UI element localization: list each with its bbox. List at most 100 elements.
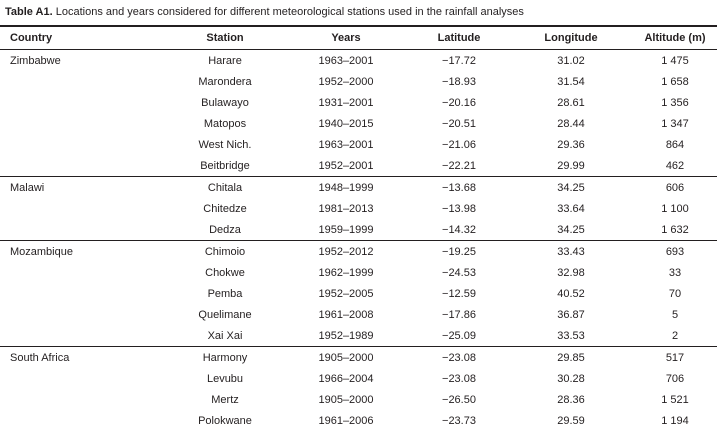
- table-row: South Africa Harmony 1905–2000 −23.08 29.85 5…: [0, 346, 717, 368]
- table-row: Malawi Chitala 1948–1999 −13.68 34.25 606: [0, 176, 717, 198]
- altitude-cell: 706: [665, 372, 685, 385]
- altitude-cell: 70: [668, 287, 682, 300]
- table-row: Mozambique Chimoio 1952–2012 −19.25 33.43 693: [0, 240, 717, 262]
- table-row: Polokwane 1961–2006 −23.73 29.59 1 194: [0, 410, 717, 430]
- table-body: Zimbabwe Harare 1963–2001 −17.72 31.02 1 475 M…: [0, 49, 717, 430]
- table-row: Zimbabwe Harare 1963–2001 −17.72 31.02 1 475: [0, 49, 717, 71]
- latitude-cell: −22.21: [442, 159, 476, 172]
- altitude-cell: 2: [671, 329, 679, 342]
- table-title-text: Locations and years considered for diffe…: [52, 6, 524, 18]
- years-cell: 1963–2001: [283, 49, 409, 71]
- altitude-cell: 1 475: [633, 49, 717, 71]
- table-row: Pemba 1952–2005 −12.59 40.52 70: [0, 283, 717, 304]
- country-cell: [0, 113, 167, 134]
- stations-table: Country Station Years Latitude Longitude…: [0, 25, 717, 430]
- altitude-cell: 33: [668, 266, 682, 279]
- altitude-cell: 1 521: [661, 393, 689, 406]
- table-row: Levubu 1966–2004 −23.08 30.28 706: [0, 368, 717, 389]
- table-row: Quelimane 1961–2008 −17.86 36.87 5: [0, 304, 717, 325]
- longitude-cell: 31.02: [509, 49, 633, 71]
- station-cell: Chimoio: [167, 240, 283, 262]
- altitude-cell: 1 194: [661, 414, 689, 427]
- longitude-cell: 33.64: [557, 202, 585, 215]
- table-row: Chokwe 1962–1999 −24.53 32.98 33: [0, 262, 717, 283]
- longitude-cell: 28.61: [557, 96, 585, 109]
- latitude-cell: −19.25: [409, 240, 509, 262]
- station-cell: Dedza: [209, 223, 241, 236]
- altitude-cell: 1 100: [661, 202, 689, 215]
- country-cell: South Africa: [0, 346, 167, 368]
- station-cell: Pemba: [207, 287, 243, 300]
- years-cell: 1961–2006: [318, 414, 374, 427]
- table-row: Dedza 1959–1999 −14.32 34.25 1 632: [0, 219, 717, 241]
- latitude-cell: −17.86: [442, 308, 476, 321]
- table-row: Mertz 1905–2000 −26.50 28.36 1 521: [0, 389, 717, 410]
- country-cell: [0, 283, 167, 304]
- years-cell: 1948–1999: [283, 176, 409, 198]
- longitude-cell: 30.28: [557, 372, 585, 385]
- longitude-cell: 32.98: [557, 266, 585, 279]
- latitude-cell: −23.08: [409, 346, 509, 368]
- country-cell: [0, 219, 167, 241]
- latitude-cell: −20.51: [442, 117, 476, 130]
- altitude-cell: 1 632: [661, 223, 689, 236]
- table-row: West Nich. 1963–2001 −21.06 29.36 864: [0, 134, 717, 155]
- latitude-cell: −18.93: [442, 75, 476, 88]
- years-cell: 1981–2013: [318, 202, 374, 215]
- station-cell: West Nich.: [198, 138, 252, 151]
- altitude-cell: 864: [665, 138, 685, 151]
- table-row: Beitbridge 1952–2001 −22.21 29.99 462: [0, 155, 717, 177]
- country-cell: [0, 134, 167, 155]
- longitude-cell: 28.36: [557, 393, 585, 406]
- station-cell: Marondera: [198, 75, 252, 88]
- station-cell: Xai Xai: [207, 329, 243, 342]
- table-header-row: Country Station Years Latitude Longitude…: [0, 26, 717, 50]
- altitude-cell: 5: [671, 308, 679, 321]
- table-title-label: Table A1.: [5, 6, 53, 18]
- years-cell: 1961–2008: [318, 308, 374, 321]
- station-cell: Matopos: [203, 117, 247, 130]
- station-cell: Chitedze: [203, 202, 247, 215]
- latitude-cell: −20.16: [442, 96, 476, 109]
- country-cell: Malawi: [0, 176, 167, 198]
- table-title: Table A1. Locations and years considered…: [0, 0, 717, 25]
- country-cell: Mozambique: [0, 240, 167, 262]
- country-cell: [0, 92, 167, 113]
- latitude-cell: −14.32: [442, 223, 476, 236]
- latitude-cell: −26.50: [442, 393, 476, 406]
- station-cell: Harare: [167, 49, 283, 71]
- altitude-cell: 462: [665, 159, 685, 172]
- longitude-cell: 33.43: [509, 240, 633, 262]
- country-cell: [0, 262, 167, 283]
- years-cell: 1931–2001: [318, 96, 374, 109]
- latitude-cell: −25.09: [442, 329, 476, 342]
- column-header-altitude: Altitude (m): [633, 26, 717, 50]
- country-cell: [0, 71, 167, 92]
- column-header-latitude: Latitude: [409, 26, 509, 50]
- altitude-cell: 606: [633, 176, 717, 198]
- years-cell: 1952–2001: [318, 159, 374, 172]
- country-cell: [0, 410, 167, 430]
- station-cell: Levubu: [206, 372, 244, 385]
- years-cell: 1962–1999: [318, 266, 374, 279]
- country-cell: [0, 155, 167, 177]
- station-cell: Bulawayo: [201, 96, 249, 109]
- column-header-station: Station: [167, 26, 283, 50]
- latitude-cell: −23.73: [442, 414, 476, 427]
- column-header-country: Country: [0, 26, 167, 50]
- table-row: Bulawayo 1931–2001 −20.16 28.61 1 356: [0, 92, 717, 113]
- station-cell: Chokwe: [205, 266, 245, 279]
- country-cell: [0, 389, 167, 410]
- column-header-longitude: Longitude: [509, 26, 633, 50]
- years-cell: 1952–1989: [318, 329, 374, 342]
- latitude-cell: −12.59: [442, 287, 476, 300]
- years-cell: 1952–2000: [318, 75, 374, 88]
- longitude-cell: 34.25: [509, 176, 633, 198]
- table-row: Matopos 1940–2015 −20.51 28.44 1 347: [0, 113, 717, 134]
- country-cell: Zimbabwe: [0, 49, 167, 71]
- years-cell: 1952–2005: [318, 287, 374, 300]
- altitude-cell: 1 658: [661, 75, 689, 88]
- latitude-cell: −23.08: [442, 372, 476, 385]
- latitude-cell: −13.98: [442, 202, 476, 215]
